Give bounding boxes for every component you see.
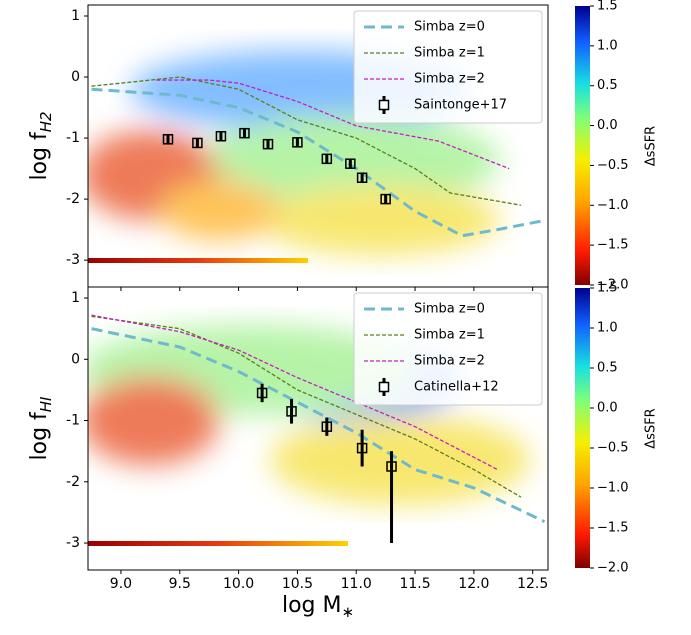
plot-area bbox=[91, 314, 546, 544]
colorbar-tick-label: 0.5 bbox=[597, 78, 618, 93]
data-point bbox=[292, 137, 303, 148]
data-point bbox=[286, 406, 297, 417]
colorbar-label: ΔsSFR bbox=[644, 408, 659, 448]
colorbar-tick-label: 0.0 bbox=[597, 401, 618, 416]
legend-label: Simba z=0 bbox=[414, 302, 485, 317]
colorbar-tick-label: −2.0 bbox=[597, 561, 629, 576]
data-point bbox=[262, 138, 274, 150]
y-label-main: log f bbox=[27, 411, 52, 461]
data-point bbox=[356, 172, 368, 183]
y-axis-label: log fHI bbox=[27, 396, 55, 461]
legend-label: Simba z=0 bbox=[414, 20, 485, 35]
model-line bbox=[91, 314, 498, 471]
colorbar-tick-label: 1.0 bbox=[597, 321, 618, 336]
y-label-sub: HI bbox=[37, 396, 55, 412]
y-tick-label: -3 bbox=[66, 252, 80, 268]
data-point bbox=[192, 137, 203, 149]
data-point bbox=[345, 158, 356, 169]
model-line bbox=[156, 79, 510, 170]
data-point bbox=[386, 461, 397, 472]
y-tick-label: -1 bbox=[66, 130, 80, 146]
y-tick-label: -3 bbox=[66, 535, 80, 551]
data-point bbox=[215, 130, 227, 142]
model-line bbox=[91, 76, 522, 206]
y-tick-label: -2 bbox=[66, 191, 80, 207]
x-label-sub: ∗ bbox=[341, 603, 354, 621]
plot-area bbox=[91, 76, 545, 238]
y-axis-label: log fH2 bbox=[27, 111, 55, 180]
colorbar bbox=[575, 6, 590, 285]
y-label-sub: H2 bbox=[37, 111, 55, 132]
colorbar-label: ΔsSFR bbox=[644, 126, 659, 166]
x-tick-label: 10.5 bbox=[282, 576, 313, 592]
x-tick-label: 11.0 bbox=[341, 576, 372, 592]
colorbar-tick-label: 1.5 bbox=[597, 281, 618, 296]
data-point bbox=[321, 421, 333, 432]
legend-label: Simba z=2 bbox=[414, 72, 485, 87]
x-tick-label: 9.5 bbox=[169, 576, 191, 592]
y-tick-label: -1 bbox=[66, 413, 80, 429]
colorbar-tick-label: 1.0 bbox=[597, 38, 618, 53]
colorbar-tick-label: 0.0 bbox=[597, 118, 618, 133]
legend-label: Saintonge+17 bbox=[414, 98, 507, 113]
y-tick-label: 1 bbox=[71, 290, 80, 306]
legend-box bbox=[353, 10, 543, 124]
data-point bbox=[239, 127, 250, 139]
legend-box bbox=[353, 292, 543, 406]
x-tick-label: 12.0 bbox=[458, 576, 489, 592]
x-axis-label: log M∗ bbox=[282, 593, 354, 621]
x-tick-label: 10.0 bbox=[223, 576, 254, 592]
colorbar-tick-label: −1.0 bbox=[597, 198, 629, 213]
data-point bbox=[256, 387, 268, 399]
y-label-main: log f bbox=[27, 131, 52, 181]
colorbar-tick-label: 1.5 bbox=[597, 0, 618, 14]
colorbar-tick-label: 0.5 bbox=[597, 361, 618, 376]
y-tick-label: 1 bbox=[71, 8, 80, 24]
legend-label: Simba z=1 bbox=[414, 328, 485, 343]
plot-frame bbox=[87, 286, 549, 571]
colorbar-tick-label: −2.0 bbox=[597, 278, 629, 293]
colorbar bbox=[575, 288, 590, 568]
x-tick-label: 9.0 bbox=[110, 576, 132, 592]
colorbar-tick-label: −1.0 bbox=[597, 481, 629, 496]
legend-label: Catinella+12 bbox=[414, 380, 499, 395]
model-line bbox=[91, 315, 522, 498]
y-tick-label: 0 bbox=[71, 69, 80, 85]
colorbar-tick-label: −1.5 bbox=[597, 521, 629, 536]
x-label-main: log M bbox=[282, 593, 342, 618]
legend-swatch bbox=[378, 381, 390, 393]
floor-points bbox=[88, 258, 308, 263]
x-tick-label: 11.5 bbox=[399, 576, 430, 592]
y-tick-label: 0 bbox=[71, 351, 80, 367]
x-tick-label: 12.5 bbox=[517, 576, 548, 592]
colorbar-tick-label: −0.5 bbox=[597, 158, 629, 173]
data-point bbox=[321, 153, 333, 165]
data-point bbox=[380, 193, 391, 205]
data-point bbox=[162, 134, 174, 145]
legend-swatch bbox=[378, 99, 390, 111]
y-tick-label: -2 bbox=[66, 474, 80, 490]
legend-label: Simba z=1 bbox=[414, 46, 485, 61]
data-point bbox=[356, 442, 368, 454]
colorbar-tick-label: −1.5 bbox=[597, 238, 629, 253]
floor-points bbox=[88, 541, 348, 546]
colorbar-tick-label: −0.5 bbox=[597, 441, 629, 456]
legend-label: Simba z=2 bbox=[414, 354, 485, 369]
model-line bbox=[91, 87, 545, 238]
